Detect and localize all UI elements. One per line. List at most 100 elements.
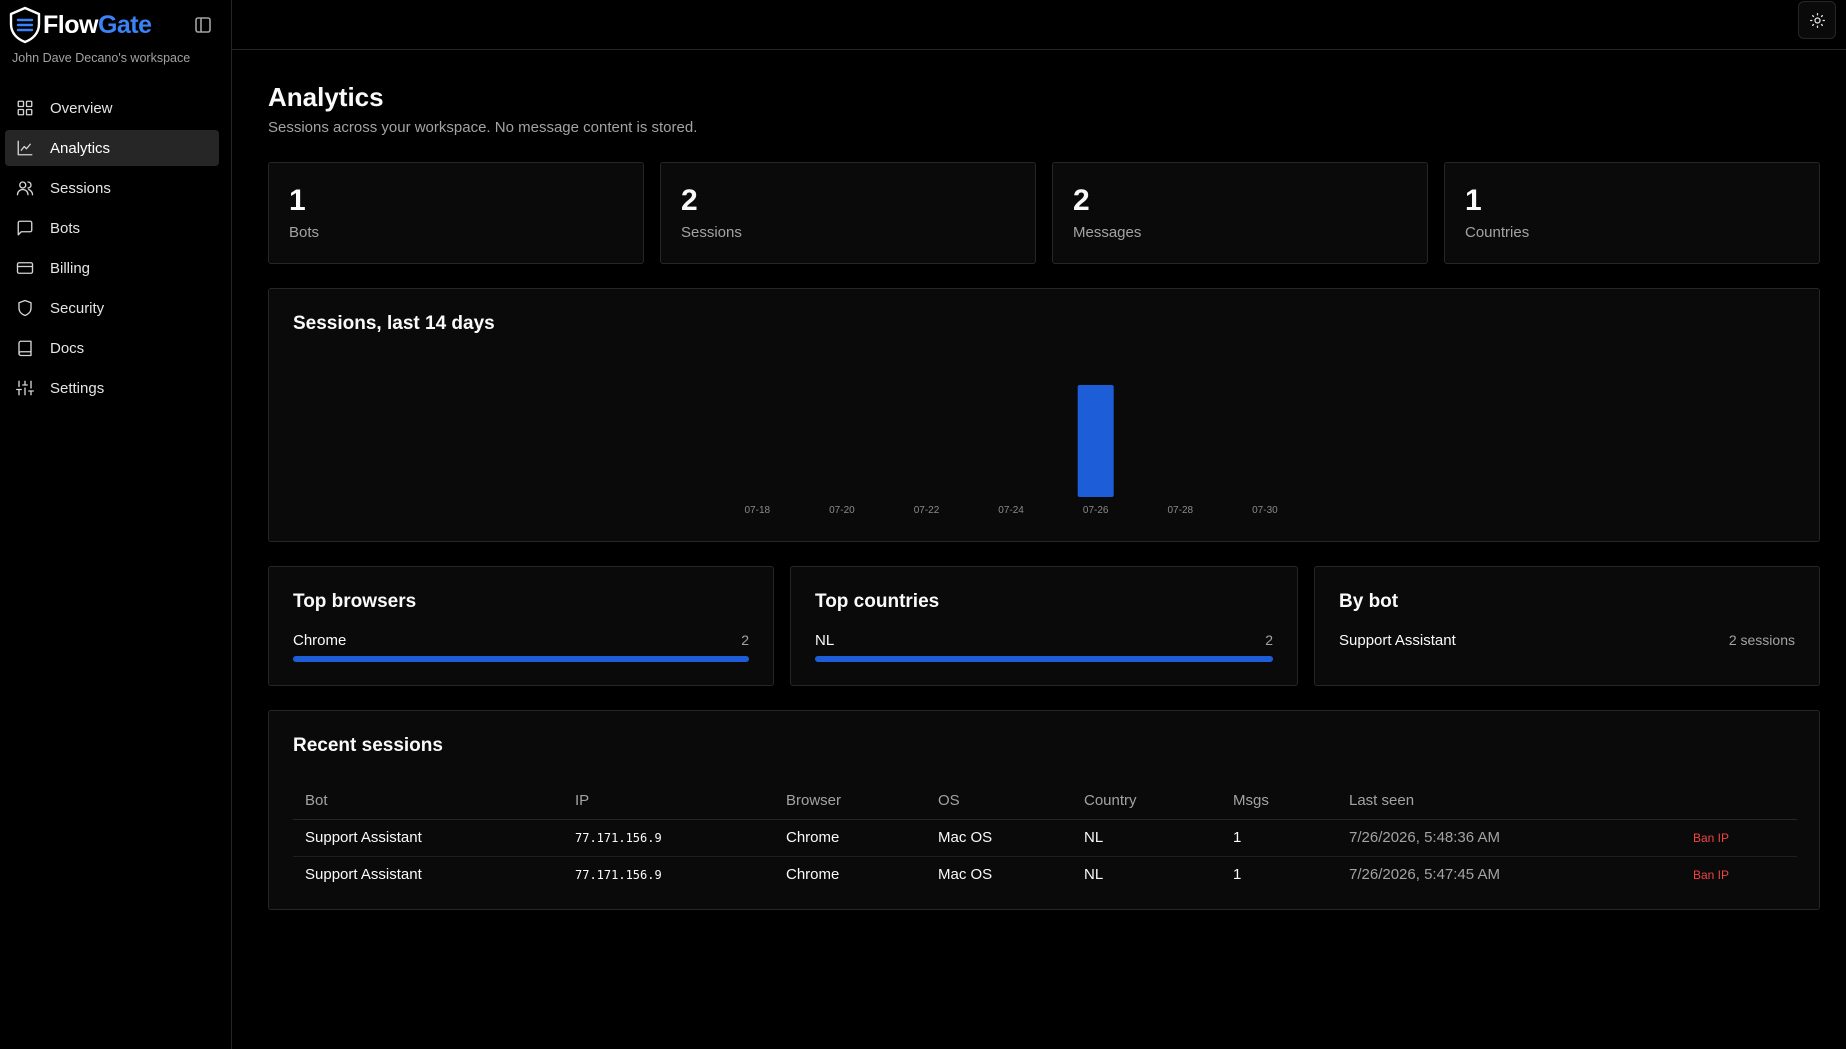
cell-country: NL xyxy=(1084,866,1104,884)
users-icon xyxy=(16,179,34,197)
x-tick-label: 07-22 xyxy=(914,505,940,516)
ban-ip-button[interactable]: Ban IP xyxy=(1681,819,1797,857)
sidebar-nav: Overview Analytics Sessions Bots Billing… xyxy=(5,90,219,410)
line-chart-icon xyxy=(16,139,34,157)
sidebar-item-settings[interactable]: Settings xyxy=(5,370,219,406)
x-tick-label: 07-26 xyxy=(1083,505,1109,516)
credit-card-icon xyxy=(16,259,34,277)
book-icon xyxy=(16,339,34,357)
card-title: Recent sessions xyxy=(293,735,443,756)
column-header-actions xyxy=(1681,783,1797,820)
bot-row: Support Assistant 2 sessions xyxy=(1339,632,1795,650)
sidebar-item-label: Analytics xyxy=(50,139,111,157)
top-browsers-card: Top browsers Chrome 2 xyxy=(268,566,774,686)
ban-ip-button[interactable]: Ban IP xyxy=(1693,867,1730,882)
top-bar xyxy=(232,0,1846,50)
stat-card-messages: 2 Messages xyxy=(1052,162,1428,264)
sessions-chart-card: Sessions, last 14 days 07-18 07-20 07-22 07… xyxy=(268,288,1820,542)
breakdown-row: Top browsers Chrome 2 Top countries NL 2… xyxy=(268,566,1820,686)
sidebar-item-label: Settings xyxy=(50,379,105,397)
sidebar: FlowGate John Dave Decano's workspace Ov… xyxy=(0,0,232,1049)
cell-country: NL xyxy=(1072,819,1221,857)
cell-last-seen: 7/26/2026, 5:47:45 AM xyxy=(1349,866,1500,884)
shield-icon xyxy=(16,299,34,317)
country-count: 2 xyxy=(1265,632,1273,648)
sidebar-item-docs[interactable]: Docs xyxy=(5,330,219,366)
sidebar-item-label: Docs xyxy=(50,339,85,357)
card-title: Top browsers xyxy=(293,591,417,612)
card-title: Top countries xyxy=(815,591,940,612)
flowgate-logo-icon xyxy=(9,6,41,44)
sidebar-item-sessions[interactable]: Sessions xyxy=(5,170,219,206)
stat-label: Bots xyxy=(289,224,320,241)
sidebar-item-label: Overview xyxy=(50,99,113,117)
cell-browser: Chrome xyxy=(774,819,926,857)
column-header-country[interactable]: Country xyxy=(1072,783,1221,820)
sidebar-item-label: Security xyxy=(50,299,105,317)
cell-last-seen: 7/26/2026, 5:48:36 AM xyxy=(1337,819,1681,857)
bot-label: Support Assistant xyxy=(1339,632,1456,649)
stat-value: 1 xyxy=(289,184,306,217)
browser-count: 2 xyxy=(741,632,749,648)
sidebar-item-billing[interactable]: Billing xyxy=(5,250,219,286)
cell-msgs: 1 xyxy=(1221,819,1337,857)
column-header-browser[interactable]: Browser xyxy=(774,783,926,820)
country-bar-fill xyxy=(815,656,1273,662)
sidebar-item-bots[interactable]: Bots xyxy=(5,210,219,246)
brand-name: FlowGate xyxy=(43,11,152,40)
sidebar-item-label: Billing xyxy=(50,259,91,277)
sidebar-item-overview[interactable]: Overview xyxy=(5,90,219,126)
workspace-name: John Dave Decano's workspace xyxy=(12,51,191,65)
stat-label: Messages xyxy=(1073,224,1142,241)
sidebar-toggle-icon[interactable] xyxy=(193,15,213,35)
card-title: By bot xyxy=(1339,591,1399,612)
cell-msgs: 1 xyxy=(1233,866,1242,884)
browser-label: Chrome xyxy=(293,632,347,649)
recent-sessions-table: Bot IP Browser OS Country Msgs Last seen… xyxy=(293,783,1797,893)
column-header-bot[interactable]: Bot xyxy=(293,783,563,820)
sidebar-item-analytics[interactable]: Analytics xyxy=(5,130,219,166)
recent-sessions-card: Recent sessions Bot IP Browser OS Countr… xyxy=(268,710,1820,910)
column-header-last-seen[interactable]: Last seen xyxy=(1337,783,1681,820)
cell-browser: Chrome xyxy=(786,866,840,884)
sessions-chart: 07-18 07-20 07-22 07-24 07-26 07-28 07-30 xyxy=(745,385,1278,516)
stat-card-countries: 1 Countries xyxy=(1444,162,1820,264)
grid-icon xyxy=(16,99,34,117)
bot-count: 2 sessions xyxy=(1728,632,1795,648)
table-row[interactable]: Support Assistant 77.171.156.9 Chrome Ma… xyxy=(293,856,1797,893)
sun-icon xyxy=(1809,12,1825,28)
chart-title: Sessions, last 14 days xyxy=(293,313,495,334)
by-bot-card: By bot Support Assistant 2 sessions xyxy=(1314,566,1820,686)
stat-value: 1 xyxy=(1465,184,1482,217)
column-header-ip[interactable]: IP xyxy=(563,783,774,820)
cell-ip: 77.171.156.9 xyxy=(563,819,774,857)
cell-os: Mac OS xyxy=(926,819,1072,857)
brand-logo[interactable]: FlowGate xyxy=(8,6,152,44)
x-tick-label: 07-24 xyxy=(998,505,1024,516)
sidebar-item-label: Bots xyxy=(50,219,81,237)
page-subtitle: Sessions across your workspace. No messa… xyxy=(268,119,698,136)
chart-bar-07-26[interactable] xyxy=(1077,385,1114,497)
page-title: Analytics xyxy=(268,82,384,112)
x-tick-label: 07-20 xyxy=(829,505,855,516)
brand-name-part1: Flow xyxy=(43,10,98,39)
browser-bar-fill xyxy=(293,656,749,662)
theme-toggle-button[interactable] xyxy=(1798,1,1836,39)
column-header-msgs[interactable]: Msgs xyxy=(1221,783,1337,820)
cell-ip: 77.171.156.9 xyxy=(575,867,662,882)
x-tick-label: 07-30 xyxy=(1252,505,1278,516)
cell-bot: Support Assistant xyxy=(293,819,563,857)
stat-label: Sessions xyxy=(681,224,742,241)
country-bar-track xyxy=(815,656,1273,662)
stats-row: 1 Bots 2 Sessions 2 Messages 1 Countries xyxy=(268,162,1820,264)
brand-name-part2: Gate xyxy=(97,10,152,39)
stat-card-sessions: 2 Sessions xyxy=(660,162,1036,264)
x-tick-label: 07-28 xyxy=(1168,505,1194,516)
table-header-row: Bot IP Browser OS Country Msgs Last seen xyxy=(293,783,1797,820)
sidebar-item-security[interactable]: Security xyxy=(5,290,219,326)
top-countries-card: Top countries NL 2 xyxy=(790,566,1298,686)
cell-bot: Support Assistant xyxy=(305,866,422,884)
column-header-os[interactable]: OS xyxy=(926,783,1072,820)
table-row[interactable]: Support Assistant 77.171.156.9 Chrome Ma… xyxy=(293,819,1797,857)
cell-os: Mac OS xyxy=(938,866,993,884)
